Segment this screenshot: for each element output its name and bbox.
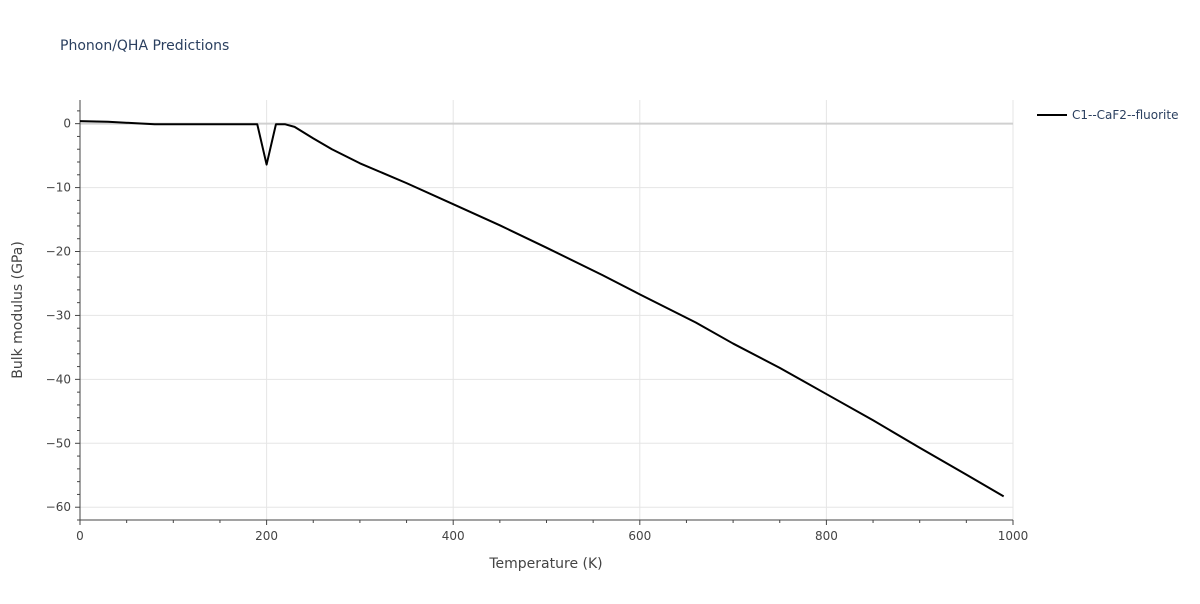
x-tick-label: 800: [815, 529, 838, 543]
legend[interactable]: C1--CaF2--fluorite: [1037, 108, 1178, 122]
y-tick-label: −10: [46, 181, 71, 195]
x-tick-label: 1000: [998, 529, 1029, 543]
y-tick-label: −50: [46, 436, 71, 450]
x-axis-title: Temperature (K): [488, 556, 602, 572]
series-layer: [79, 120, 1005, 498]
x-tick-label: 0: [76, 529, 84, 543]
x-tick-label: 200: [255, 529, 278, 543]
chart-title: Phonon/QHA Predictions: [60, 38, 229, 54]
grid: [80, 100, 1014, 520]
y-tick-label: −20: [46, 245, 71, 259]
y-tick-label: −40: [46, 372, 71, 386]
axes: 0 200 400 600 800 1000 0 −10 −20 −30 −40 −50 −60: [46, 100, 1029, 543]
y-tick-label: −30: [46, 308, 71, 322]
x-tick-label: 600: [628, 529, 651, 543]
y-tick-label: 0: [63, 117, 71, 131]
y-tick-label: −60: [46, 500, 71, 514]
y-axis-title: Bulk modulus (GPa): [10, 241, 26, 379]
x-tick-label: 400: [442, 529, 465, 543]
series-line: [79, 120, 1005, 498]
legend-label: C1--CaF2--fluorite: [1072, 108, 1178, 122]
